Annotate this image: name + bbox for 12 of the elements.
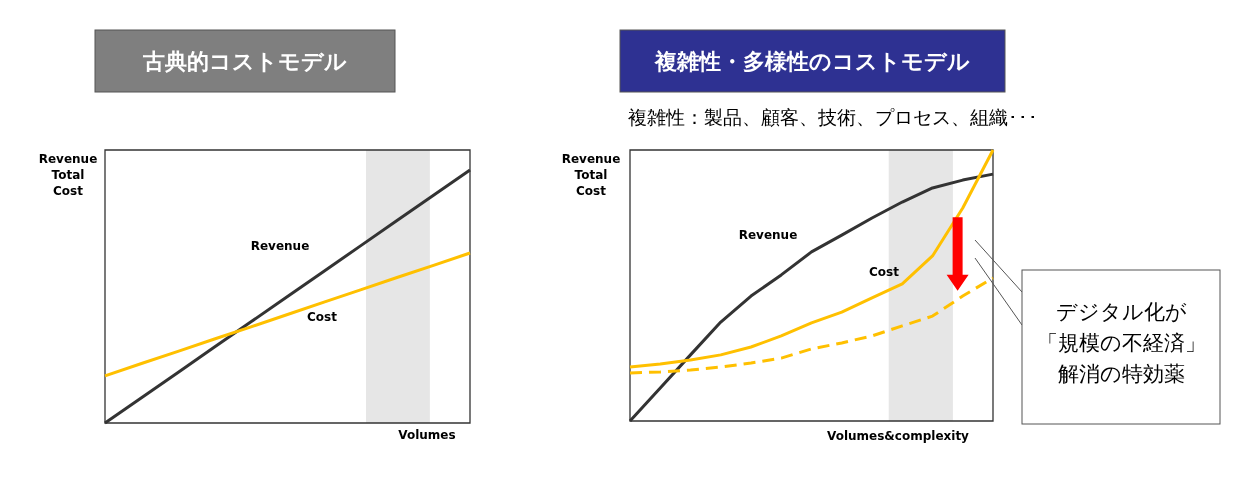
series-label: Cost bbox=[307, 310, 338, 324]
x-axis-title: Volumes bbox=[398, 428, 456, 442]
series-label: Revenue bbox=[738, 228, 798, 242]
series-label: Cost bbox=[869, 265, 900, 279]
text: デジタル化が「規模の不経済」解消の特効薬 bbox=[1035, 299, 1207, 388]
chart-title: 古典的コストモデル bbox=[142, 49, 347, 74]
y-axis-title: Revenue Total Cost bbox=[561, 152, 621, 198]
y-axis-title: Revenue Total Cost bbox=[38, 152, 98, 198]
chart-title: 複雑性・多様性のコストモデル bbox=[654, 49, 970, 74]
series-label: Revenue bbox=[250, 239, 310, 253]
x-axis-title: Volumes&complexity bbox=[827, 429, 970, 443]
chart-subtitle: 複雑性：製品、顧客、技術、プロセス、組織･･･ bbox=[628, 106, 1038, 128]
